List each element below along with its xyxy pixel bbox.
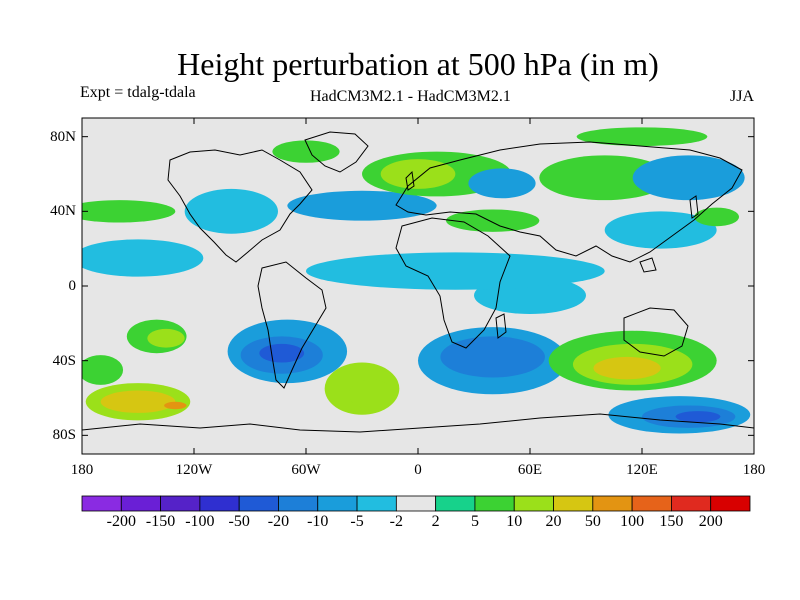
- colorbar-swatch-8: [395, 495, 437, 512]
- field-blob-32: [272, 140, 340, 163]
- field-blob-20: [287, 190, 437, 221]
- colorbar-swatch-7: [356, 495, 397, 512]
- field-blob-34: [82, 355, 124, 385]
- colorbar: [81, 495, 751, 512]
- field-blob-30: [694, 207, 740, 227]
- field-blob-9: [259, 343, 305, 363]
- field-blob-24: [380, 159, 456, 189]
- colorbar-label-1: -150: [145, 513, 176, 530]
- field-blob-28: [632, 155, 745, 201]
- colorbar-swatch-1: [120, 495, 161, 512]
- y-tick-label-2: 0: [68, 278, 77, 294]
- field-blob-22: [82, 200, 176, 223]
- field-blob-31: [184, 188, 278, 234]
- x-tick-label-0: 180: [70, 462, 94, 478]
- y-tick-label-3: 40S: [52, 352, 76, 369]
- x-tick-label-6: 180: [742, 462, 766, 478]
- coastlines: [82, 131, 754, 433]
- colorbar-swatch-12: [553, 495, 594, 512]
- colorbar-label-14: 150: [659, 513, 684, 530]
- field-blob-4: [147, 328, 185, 348]
- colorbar-label-4: -20: [267, 513, 290, 530]
- colorbar-swatch-6: [317, 495, 358, 512]
- field-blob-27: [539, 155, 671, 201]
- field-blob-11: [440, 336, 545, 378]
- colorbar-label-13: 100: [620, 513, 645, 530]
- field-blob-29: [604, 211, 717, 249]
- colorbar-swatch-11: [513, 495, 554, 512]
- colorbar-swatch-2: [160, 495, 201, 512]
- field-blob-17: [675, 411, 721, 423]
- colorbar-label-9: 5: [470, 513, 479, 530]
- colorbar-label-8: 2: [431, 513, 440, 530]
- field-blob-25: [468, 168, 536, 199]
- x-tick-label-5: 120E: [626, 462, 658, 478]
- x-tick-label-2: 60W: [291, 462, 321, 478]
- colorbar-swatch-10: [474, 495, 515, 512]
- contour-field: [82, 127, 751, 434]
- colorbar-label-2: -100: [185, 513, 215, 530]
- colorbar-label-6: -5: [350, 513, 364, 530]
- season-label: JJA: [730, 88, 755, 105]
- y-tick-label-0: 80N: [50, 128, 76, 145]
- colorbar-swatch-4: [238, 495, 279, 512]
- colorbar-swatch-5: [278, 495, 319, 512]
- field-blob-14: [593, 356, 661, 380]
- colorbar-label-5: -10: [307, 513, 329, 530]
- colorbar-label-3: -50: [228, 513, 250, 530]
- colorbar-swatch-3: [199, 495, 240, 512]
- colorbar-label-15: 200: [698, 513, 723, 530]
- field-blob-2: [164, 401, 187, 410]
- colorbar-swatch-9: [435, 495, 476, 512]
- colorbar-label-11: 20: [545, 513, 562, 530]
- x-tick-label-1: 120W: [175, 462, 213, 478]
- chart-title: Height perturbation at 500 hPa (in m): [177, 46, 659, 82]
- field-blob-33: [576, 127, 708, 146]
- colorbar-swatch-16: [710, 495, 751, 512]
- field-blob-21: [82, 239, 204, 277]
- colorbar-label-0: -200: [106, 513, 136, 530]
- field-blob-6: [348, 379, 394, 410]
- y-tick-label-1: 40N: [50, 203, 76, 220]
- x-tick-label-4: 60E: [517, 462, 543, 478]
- colorbar-label-12: 50: [584, 513, 601, 530]
- colorbar-label-10: 10: [506, 513, 523, 530]
- y-tick-label-4: 80S: [52, 427, 76, 444]
- field-blob-26: [446, 209, 540, 232]
- axis-ticks: [81, 118, 755, 454]
- model-label: HadCM3M2.1 - HadCM3M2.1: [310, 88, 511, 105]
- experiment-label: Expt = tdalg-tdala: [80, 84, 196, 101]
- colorbar-swatch-15: [671, 495, 712, 512]
- colorbar-swatch-13: [592, 495, 633, 512]
- colorbar-swatch-0: [81, 495, 122, 512]
- colorbar-swatch-14: [631, 495, 672, 512]
- x-tick-label-3: 0: [414, 462, 422, 478]
- colorbar-label-7: -2: [389, 513, 404, 530]
- field-blob-19: [306, 252, 605, 290]
- field-blob-1: [100, 390, 176, 413]
